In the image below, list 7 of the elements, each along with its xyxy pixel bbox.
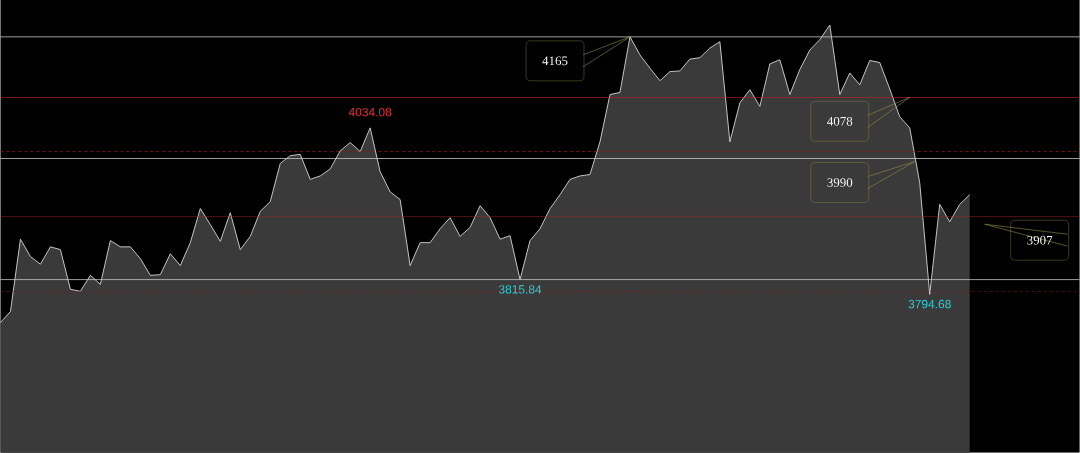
ref-line-label: 3907 [1027, 236, 1053, 245]
annotation: 3815.84 [498, 285, 542, 294]
ref-line-label: 4165 [542, 56, 568, 66]
ref-line-label: 3990 [827, 178, 853, 188]
annotation: 3794.68 [908, 300, 951, 309]
ref-line-label: 4078 [827, 117, 853, 126]
annotation: 4034.08 [348, 108, 392, 117]
